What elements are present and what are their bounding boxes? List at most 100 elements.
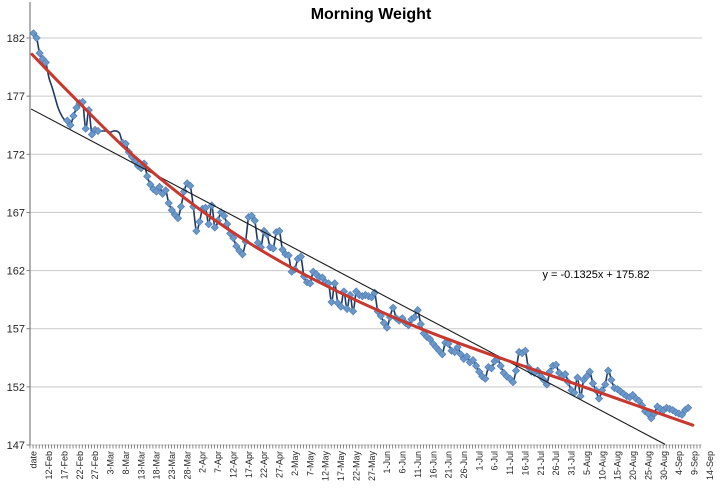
- trendline-equation-label: y = -0.1325x + 175.82: [542, 269, 650, 281]
- data-point-marker: [456, 350, 465, 359]
- data-point-marker: [327, 297, 336, 307]
- data-point-marker: [607, 375, 616, 384]
- data-point-marker: [478, 372, 487, 381]
- data-point-marker: [210, 223, 219, 232]
- data-point-marker: [173, 214, 183, 223]
- data-point-marker: [330, 279, 339, 288]
- gridlines-group: [30, 37, 702, 446]
- data-point-marker: [35, 49, 44, 58]
- data-point-marker: [508, 378, 518, 387]
- x-tick-label: 3-Mar: [106, 451, 116, 475]
- x-tick-label: 11-Jun: [413, 451, 423, 478]
- data-point-marker: [161, 186, 170, 195]
- x-tick-label: 31-Jul: [567, 451, 577, 476]
- data-point-marker: [284, 251, 293, 260]
- x-tick-label: 5-Aug: [582, 451, 592, 475]
- x-tick-label: 27-Apr: [275, 451, 285, 478]
- data-point-marker: [573, 373, 582, 382]
- data-point-marker: [41, 58, 50, 67]
- x-tick-label: 1-Jul: [474, 451, 484, 471]
- data-point-marker: [521, 346, 530, 355]
- data-point-marker: [561, 370, 570, 379]
- data-point-marker: [425, 335, 435, 344]
- data-point-marker: [29, 29, 38, 38]
- data-point-marker: [318, 273, 327, 282]
- data-point-marker: [677, 410, 687, 419]
- x-tick-label: 18-Mar: [152, 451, 162, 480]
- x-tick-label: 27-May: [367, 451, 377, 482]
- x-tick-label: 6-Jun: [398, 451, 408, 474]
- x-tick-label: 17-May: [336, 451, 346, 482]
- data-point-marker: [481, 374, 490, 383]
- data-point-marker: [87, 130, 96, 139]
- data-point-marker: [63, 116, 72, 125]
- data-point-marker: [143, 172, 152, 181]
- x-tick-label: 11-Jul: [505, 451, 515, 475]
- y-tick-label: 167: [7, 207, 25, 219]
- data-point-marker: [438, 350, 447, 359]
- y-axis: 147 152 157 162 167 172 177 182: [7, 2, 31, 452]
- data-point-marker: [176, 202, 186, 211]
- x-tick-label: 8-Mar: [121, 451, 131, 475]
- x-tick-label: 22-Apr: [259, 451, 269, 478]
- data-point-marker: [601, 380, 610, 389]
- x-tick-label: 9-Sep: [690, 451, 700, 475]
- data-point-marker: [496, 361, 505, 370]
- data-point-marker: [146, 180, 155, 189]
- data-point-marker: [204, 220, 213, 229]
- data-point-marker: [475, 367, 484, 376]
- x-tick-label: 16-Jun: [428, 451, 438, 479]
- x-axis-labels: date 12-Feb 17-Feb 22-Feb 27-Feb 3-Mar 8-Mar 13…: [29, 451, 715, 482]
- x-tick-label: 20-Aug: [628, 451, 638, 480]
- data-point-marker: [66, 121, 75, 130]
- data-point-marker: [468, 356, 478, 365]
- data-point-marker: [367, 293, 376, 302]
- data-point-marker: [389, 303, 398, 312]
- data-point-marker: [502, 372, 511, 381]
- x-tick-label: 4-Sep: [674, 451, 684, 475]
- y-tick-label: 162: [7, 266, 25, 278]
- data-point-marker: [410, 313, 419, 322]
- data-point-marker: [585, 367, 594, 376]
- data-point-marker: [422, 332, 431, 341]
- data-point-marker: [647, 414, 656, 423]
- x-tick-label: 12-May: [321, 451, 331, 482]
- x-tick-label: 21-Jun: [444, 451, 454, 479]
- x-tick-label: 14-Sep: [705, 451, 715, 480]
- x-tick-label: 27-Feb: [90, 451, 100, 480]
- data-point-marker: [278, 245, 287, 254]
- x-tick-label: 30-Aug: [659, 451, 669, 480]
- x-tick-label: 15-Aug: [613, 451, 623, 480]
- data-point-marker: [582, 372, 591, 381]
- y-tick-label: 172: [7, 149, 25, 161]
- x-tick-label: 26-Jul: [551, 451, 561, 476]
- x-tick-label: 17-Apr: [244, 451, 254, 478]
- data-point-marker: [594, 394, 604, 403]
- data-point-marker: [382, 323, 392, 332]
- data-point-marker: [342, 304, 352, 313]
- y-tick-label: 157: [7, 324, 25, 336]
- data-point-marker: [69, 111, 78, 120]
- data-point-marker: [487, 364, 496, 373]
- data-point-marker: [93, 126, 103, 136]
- x-tick-label: 17-Feb: [59, 451, 69, 480]
- data-point-marker: [349, 307, 358, 316]
- x-tick-label: 2-Apr: [198, 451, 208, 473]
- y-tick-label: 152: [7, 382, 25, 394]
- data-point-marker: [195, 217, 204, 226]
- data-point-markers: [29, 29, 693, 423]
- data-point-marker: [192, 226, 201, 236]
- x-tick-label: 21-Jul: [536, 451, 546, 476]
- x-tick-label: 23-Mar: [167, 451, 177, 480]
- data-point-marker: [247, 211, 256, 220]
- data-point-marker: [511, 366, 521, 375]
- data-point-marker: [180, 187, 189, 196]
- y-tick-label: 147: [7, 440, 25, 452]
- data-point-marker: [634, 396, 644, 405]
- data-point-marker: [644, 409, 653, 418]
- data-point-marker: [250, 216, 259, 225]
- x-tick-label: 13-Mar: [136, 451, 146, 480]
- weight-series-line: [32, 32, 689, 420]
